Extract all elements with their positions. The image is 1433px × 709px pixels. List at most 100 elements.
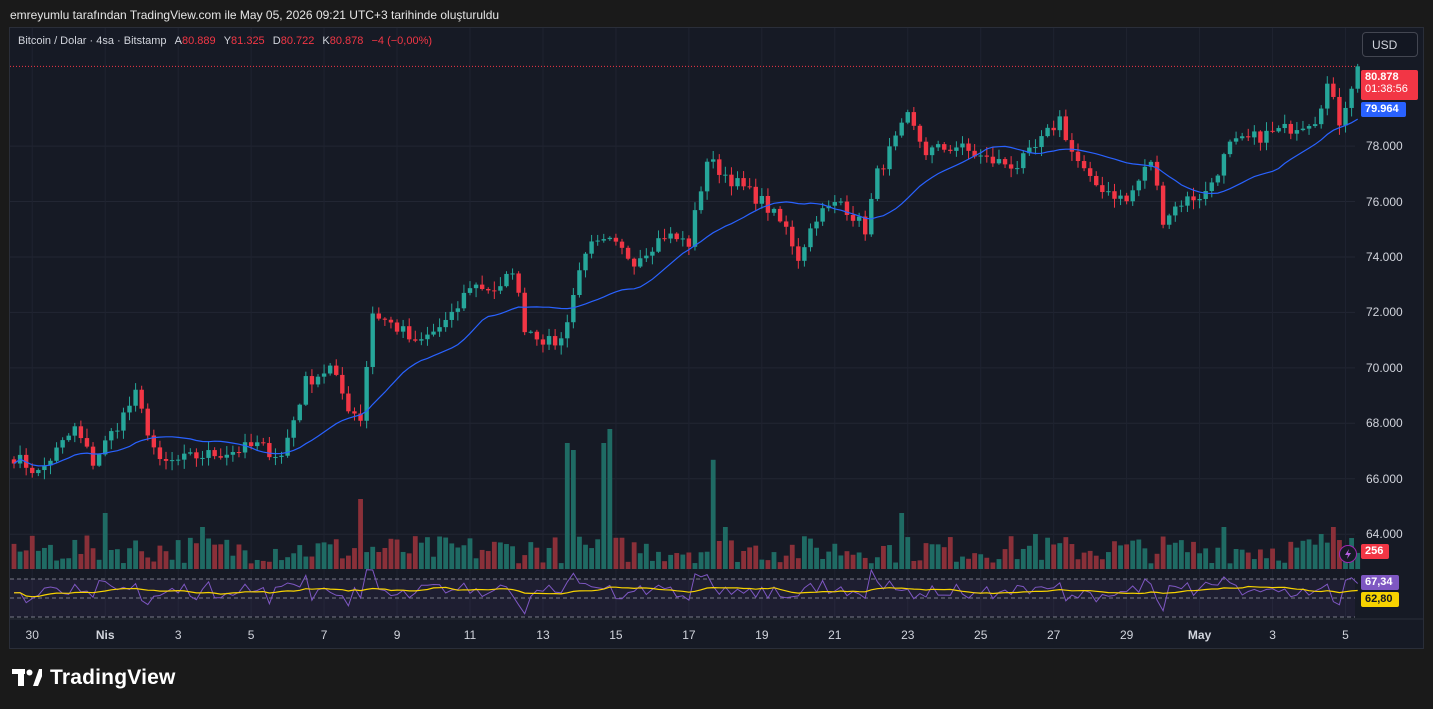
time-tick-label: 3 xyxy=(174,628,182,642)
volume-bar xyxy=(783,555,789,569)
volume-bar xyxy=(546,547,552,569)
volume-bar xyxy=(972,553,978,569)
chart-caption: emreyumlu tarafından TradingView.com ile… xyxy=(10,8,500,22)
candle-body xyxy=(346,393,351,412)
chart-canvas[interactable] xyxy=(10,28,1423,648)
candle-body xyxy=(1325,83,1330,109)
candle-body xyxy=(1142,166,1148,181)
candle-body xyxy=(230,452,236,455)
volume-bar xyxy=(1209,562,1215,569)
candle-body xyxy=(1355,66,1360,89)
volume-bar xyxy=(473,558,479,569)
candle-body xyxy=(832,202,837,206)
candle-body xyxy=(66,435,71,441)
symbol-name[interactable]: Bitcoin / Dolar · 4sa · Bitstamp xyxy=(18,35,167,47)
volume-bar xyxy=(376,552,382,569)
volume-bar xyxy=(643,543,649,569)
candle-body xyxy=(1002,159,1008,165)
symbol-legend[interactable]: Bitcoin / Dolar · 4sa · Bitstamp A80.889… xyxy=(18,35,432,47)
candle-body xyxy=(309,376,315,385)
candle-body xyxy=(887,146,892,170)
candle-body xyxy=(1349,88,1354,108)
candle-body xyxy=(729,174,734,187)
volume-bar xyxy=(613,537,619,569)
candle-body xyxy=(790,226,795,247)
rsi-badge: 67,34 xyxy=(1361,575,1399,590)
open-label: A xyxy=(174,35,182,47)
candle-body xyxy=(856,216,862,221)
volume-bar xyxy=(364,552,370,569)
candle-body xyxy=(1319,108,1324,125)
lightning-icon[interactable] xyxy=(1339,545,1357,563)
volume-bar xyxy=(887,545,892,569)
volume-bar xyxy=(1245,552,1251,569)
low-value: 80.722 xyxy=(280,35,315,47)
volume-bar xyxy=(1178,540,1184,569)
price-tick-label: 74.000 xyxy=(1366,249,1403,264)
volume-bar xyxy=(315,543,321,569)
volume-bar xyxy=(947,537,953,569)
chart-frame[interactable] xyxy=(9,27,1424,649)
volume-bar xyxy=(133,540,138,569)
candle-body xyxy=(911,112,917,126)
candle-body xyxy=(1045,127,1050,137)
candle-body xyxy=(498,286,503,291)
volume-bar xyxy=(491,541,497,569)
candle-body xyxy=(783,221,789,227)
volume-bar xyxy=(449,543,455,569)
volume-bar xyxy=(1203,548,1209,569)
volume-bar xyxy=(1166,544,1172,569)
volume-bar xyxy=(96,559,102,569)
time-tick-label: 30 xyxy=(25,628,39,642)
candle-body xyxy=(546,336,552,345)
candle-body xyxy=(36,470,41,474)
candle-body xyxy=(473,284,479,289)
candle-body xyxy=(157,447,163,460)
volume-bar xyxy=(279,560,284,569)
volume-bar xyxy=(741,550,746,569)
volume-bar xyxy=(1185,552,1190,569)
candle-body xyxy=(194,452,199,459)
volume-bar xyxy=(139,551,145,569)
volume-bar xyxy=(1118,545,1123,569)
candle-body xyxy=(711,159,716,162)
volume-bar xyxy=(802,536,807,569)
candle-body xyxy=(619,241,625,248)
time-tick-label: 17 xyxy=(682,628,696,642)
volume-bar xyxy=(607,429,613,569)
volume-bar xyxy=(662,561,667,569)
volume-bar xyxy=(1087,550,1093,569)
candle-body xyxy=(30,467,35,474)
currency-button[interactable]: USD xyxy=(1362,32,1418,57)
time-tick-label: 11 xyxy=(463,628,477,642)
candle-body xyxy=(565,322,570,339)
candle-body xyxy=(552,336,558,346)
volume-bar xyxy=(1264,558,1269,569)
candle-body xyxy=(759,196,765,204)
candle-body xyxy=(467,288,473,293)
volume-bar xyxy=(966,558,971,569)
volume-bar xyxy=(60,558,66,569)
volume-bar xyxy=(437,536,442,569)
tradingview-logo[interactable]: TradingView xyxy=(12,666,176,690)
candle-body xyxy=(285,437,290,456)
volume-bar xyxy=(844,551,850,569)
candle-body xyxy=(163,459,169,461)
volume-bar xyxy=(48,544,53,569)
volume-bar xyxy=(394,539,400,569)
candle-body xyxy=(1264,130,1269,143)
candle-body xyxy=(1057,116,1062,131)
candle-body xyxy=(242,442,248,453)
volume-bar xyxy=(406,553,412,569)
volume-bar xyxy=(163,551,169,569)
volume-bar xyxy=(777,562,783,569)
candle-body xyxy=(771,208,777,213)
volume-bar xyxy=(11,543,17,569)
volume-bar xyxy=(382,547,388,569)
candle-body xyxy=(917,125,923,142)
price-tick-label: 64.000 xyxy=(1366,527,1403,542)
candle-body xyxy=(1239,136,1245,139)
candle-body xyxy=(206,450,211,458)
candle-body xyxy=(1306,126,1312,129)
close-label: K xyxy=(322,35,330,47)
